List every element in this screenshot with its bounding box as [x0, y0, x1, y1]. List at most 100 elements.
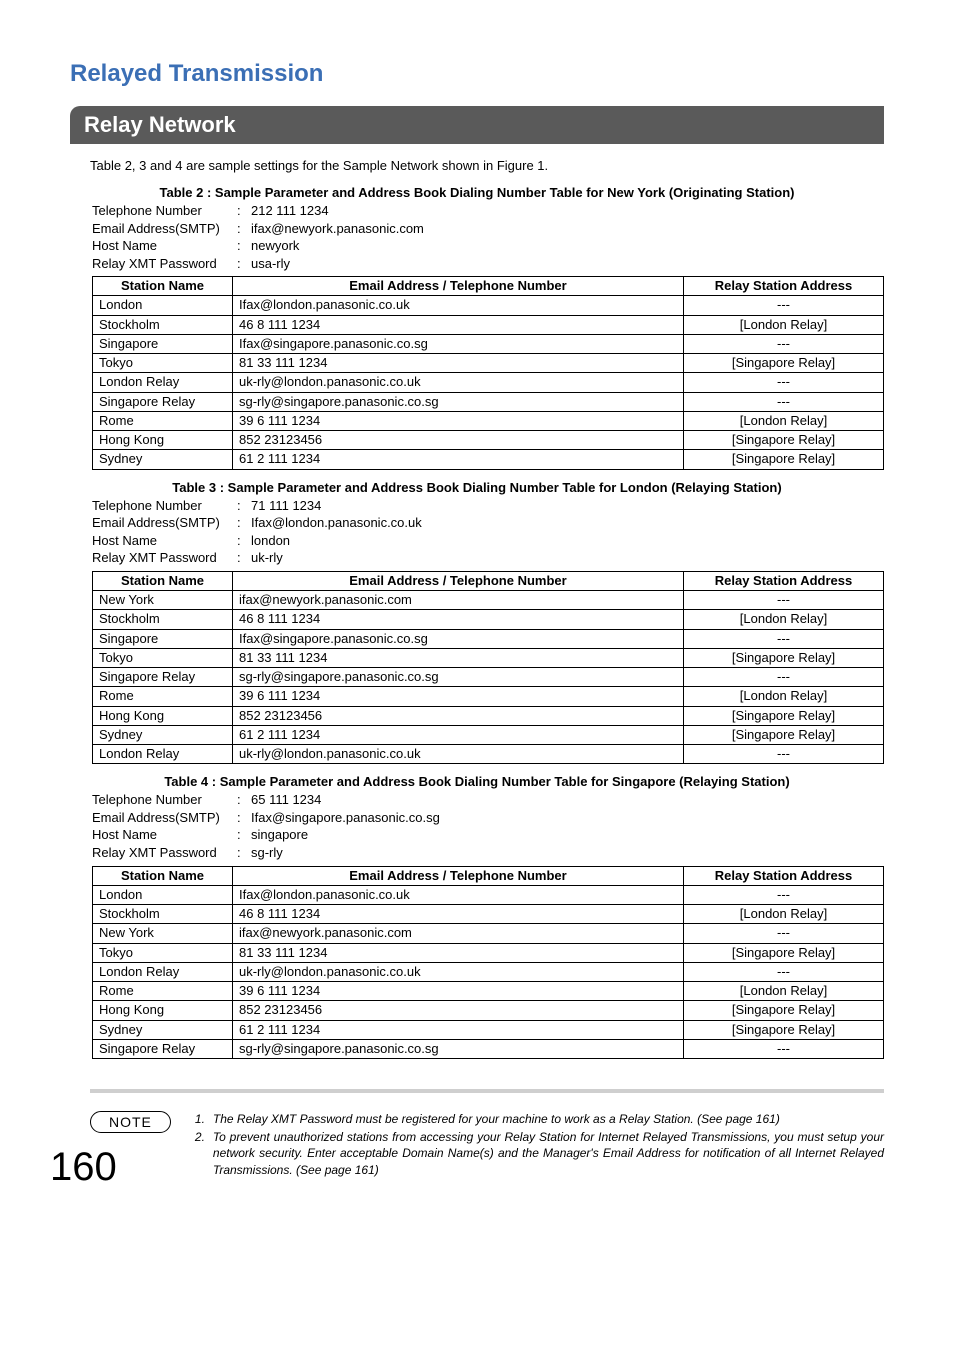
param-colon: : [237, 549, 251, 567]
table-cell: 39 6 111 1234 [233, 687, 684, 706]
table-row: Hong Kong852 23123456[Singapore Relay] [93, 431, 884, 450]
param-row: Relay XMT Password:usa-rly [92, 255, 884, 273]
param-row: Email Address(SMTP):Ifax@singapore.panas… [92, 809, 884, 827]
table-cell: Sydney [93, 450, 233, 469]
param-row: Telephone Number:65 111 1234 [92, 791, 884, 809]
param-label: Telephone Number [92, 202, 237, 220]
table-cell: [London Relay] [684, 905, 884, 924]
table-cell: [Singapore Relay] [684, 450, 884, 469]
table-cell: --- [684, 962, 884, 981]
table-cell: Ifax@london.panasonic.co.uk [233, 296, 684, 315]
table-cell: New York [93, 591, 233, 610]
table-cell: Singapore [93, 629, 233, 648]
table-cell: uk-rly@london.panasonic.co.uk [233, 962, 684, 981]
table-row: New Yorkifax@newyork.panasonic.com--- [93, 591, 884, 610]
table-row: Singapore Relaysg-rly@singapore.panasoni… [93, 392, 884, 411]
page-number: 160 [50, 1145, 117, 1190]
column-header: Station Name [93, 277, 233, 296]
param-value: Ifax@singapore.panasonic.co.sg [251, 809, 884, 827]
table-row: Sydney61 2 111 1234[Singapore Relay] [93, 725, 884, 744]
table-row: Rome39 6 111 1234[London Relay] [93, 411, 884, 430]
table-cell: Sydney [93, 725, 233, 744]
table-cell: Stockholm [93, 610, 233, 629]
param-value: usa-rly [251, 255, 884, 273]
note-badge: NOTE [90, 1111, 171, 1133]
column-header: Email Address / Telephone Number [233, 866, 684, 885]
table-cell: sg-rly@singapore.panasonic.co.sg [233, 1039, 684, 1058]
table-cell: Singapore [93, 334, 233, 353]
column-header: Email Address / Telephone Number [233, 571, 684, 590]
param-label: Email Address(SMTP) [92, 514, 237, 532]
param-row: Email Address(SMTP):ifax@newyork.panason… [92, 220, 884, 238]
table-row: Singapore Relaysg-rly@singapore.panasoni… [93, 668, 884, 687]
table-cell: 46 8 111 1234 [233, 905, 684, 924]
table-cell: [Singapore Relay] [684, 725, 884, 744]
table-cell: Hong Kong [93, 706, 233, 725]
table-cell: Rome [93, 411, 233, 430]
table-row: Tokyo81 33 111 1234[Singapore Relay] [93, 648, 884, 667]
note-text: The Relay XMT Password must be registere… [213, 1111, 780, 1127]
param-value: newyork [251, 237, 884, 255]
table-cell: Stockholm [93, 315, 233, 334]
column-header: Relay Station Address [684, 571, 884, 590]
param-row: Relay XMT Password:uk-rly [92, 549, 884, 567]
table-cell: London Relay [93, 962, 233, 981]
table-cell: [London Relay] [684, 315, 884, 334]
table-row: SingaporeIfax@singapore.panasonic.co.sg-… [93, 334, 884, 353]
param-label: Relay XMT Password [92, 549, 237, 567]
table-row: Rome39 6 111 1234[London Relay] [93, 687, 884, 706]
table-cell: --- [684, 296, 884, 315]
table-cell: Ifax@london.panasonic.co.uk [233, 885, 684, 904]
table-row: Hong Kong852 23123456[Singapore Relay] [93, 1001, 884, 1020]
param-colon: : [237, 220, 251, 238]
table-cell: 46 8 111 1234 [233, 610, 684, 629]
note-section: NOTE 1.The Relay XMT Password must be re… [90, 1111, 884, 1180]
table-cell: 81 33 111 1234 [233, 648, 684, 667]
table-cell: Singapore Relay [93, 392, 233, 411]
param-row: Telephone Number:212 111 1234 [92, 202, 884, 220]
param-row: Relay XMT Password:sg-rly [92, 844, 884, 862]
param-value: 65 111 1234 [251, 791, 884, 809]
note-item: 2.To prevent unauthorized stations from … [195, 1129, 884, 1178]
param-value: sg-rly [251, 844, 884, 862]
note-number: 2. [195, 1129, 213, 1178]
table-cell: Rome [93, 982, 233, 1001]
table-row: LondonIfax@london.panasonic.co.uk--- [93, 885, 884, 904]
column-header: Station Name [93, 571, 233, 590]
param-row: Host Name:newyork [92, 237, 884, 255]
table-cell: New York [93, 924, 233, 943]
param-value: uk-rly [251, 549, 884, 567]
param-row: Host Name:singapore [92, 826, 884, 844]
column-header: Email Address / Telephone Number [233, 277, 684, 296]
table-cell: uk-rly@london.panasonic.co.uk [233, 745, 684, 764]
table-cell: Singapore Relay [93, 668, 233, 687]
table-cell: [Singapore Relay] [684, 431, 884, 450]
param-block: Telephone Number:71 111 1234Email Addres… [92, 497, 884, 567]
param-colon: : [237, 202, 251, 220]
param-colon: : [237, 826, 251, 844]
table-cell: --- [684, 629, 884, 648]
table-cell: --- [684, 373, 884, 392]
tables-container: Table 2 : Sample Parameter and Address B… [70, 185, 884, 1059]
param-label: Relay XMT Password [92, 255, 237, 273]
param-value: london [251, 532, 884, 550]
param-label: Email Address(SMTP) [92, 809, 237, 827]
table-cell: --- [684, 885, 884, 904]
table-cell: Ifax@singapore.panasonic.co.sg [233, 334, 684, 353]
param-value: ifax@newyork.panasonic.com [251, 220, 884, 238]
table-cell: 61 2 111 1234 [233, 450, 684, 469]
table-row: Sydney61 2 111 1234[Singapore Relay] [93, 1020, 884, 1039]
param-label: Telephone Number [92, 497, 237, 515]
param-label: Host Name [92, 237, 237, 255]
column-header: Relay Station Address [684, 277, 884, 296]
table-cell: --- [684, 745, 884, 764]
param-label: Host Name [92, 826, 237, 844]
param-label: Host Name [92, 532, 237, 550]
param-label: Relay XMT Password [92, 844, 237, 862]
table-cell: London Relay [93, 373, 233, 392]
table-cell: [Singapore Relay] [684, 354, 884, 373]
table-cell: 61 2 111 1234 [233, 725, 684, 744]
param-colon: : [237, 844, 251, 862]
table-cell: [London Relay] [684, 687, 884, 706]
param-colon: : [237, 532, 251, 550]
